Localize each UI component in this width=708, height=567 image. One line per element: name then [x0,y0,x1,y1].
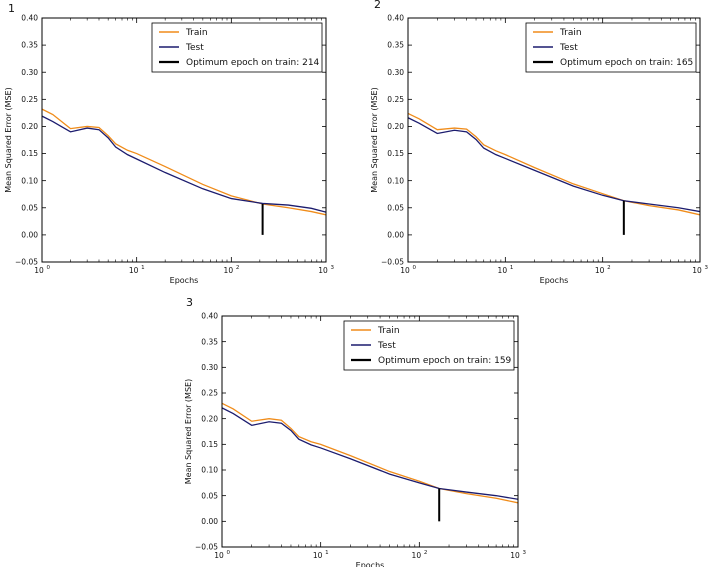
legend-entry: Test [185,43,204,53]
x-tick-label: 10 [400,266,410,275]
y-tick-label: 0.05 [387,203,404,212]
y-tick-label: 0.10 [387,176,404,185]
panel-label: 3 [186,296,193,309]
x-tick-exponent: 0 [47,265,51,271]
y-tick-label: 0.20 [201,414,218,423]
y-axis-label: Mean Squared Error (MSE) [370,87,379,192]
x-tick-exponent: 1 [325,550,329,556]
x-tick-label: 10 [510,551,520,560]
panel-label: 1 [8,2,15,15]
x-axis-label: Epochs [170,276,199,285]
legend-entry: Optimum epoch on train: 214 [186,58,320,68]
y-tick-label: 0.35 [21,41,38,50]
chart-panel-2: 2 0.40 0.35 0.30 0.25 0.20 0.15 0.10 0.05 0.00 −0.… [370,0,708,285]
x-tick-label: 10 [34,266,44,275]
legend-entry: Optimum epoch on train: 159 [378,356,512,366]
series-line-train [408,112,700,216]
legend-entry: Train [185,28,208,38]
x-tick-exponent: 0 [413,265,417,271]
y-tick-label: 0.20 [387,122,404,131]
y-tick-label: −0.05 [15,258,38,267]
x-tick-label: 10 [214,551,224,560]
y-tick-label: 0.15 [201,440,218,449]
y-tick-label: 0.10 [201,466,218,475]
plot-frame [41,17,327,263]
x-tick-exponent: 2 [607,265,611,271]
y-tick-label: 0.30 [21,68,38,77]
series-line-train [222,402,518,504]
y-tick-label: −0.05 [381,258,404,267]
x-tick-label: 10 [129,266,139,275]
chart-panel-1: 1 0.40 0.35 0.30 0.25 0.20 0.15 0.10 0.05 0.00 −0.… [4,2,335,285]
legend-box [343,320,515,371]
y-tick-label: 0.00 [201,517,218,526]
x-axis-label: Epochs [356,561,385,567]
y-tick-label: 0.00 [21,230,38,239]
legend-entry: Train [559,28,582,38]
y-tick-label: 0.15 [21,149,38,158]
plot-frame [407,17,701,263]
y-tick-label: 0.20 [21,122,38,131]
x-tick-exponent: 2 [424,550,428,556]
y-tick-label: 0.25 [387,95,404,104]
y-tick-label: 0.05 [201,491,218,500]
x-tick-exponent: 3 [331,265,335,271]
x-tick-exponent: 3 [705,265,708,271]
plot-frame [221,315,519,548]
x-tick-exponent: 1 [141,265,145,271]
y-tick-label: 0.35 [387,41,404,50]
x-tick-exponent: 0 [227,550,231,556]
x-tick-label: 10 [313,551,323,560]
x-tick-exponent: 2 [236,265,240,271]
x-tick-exponent: 3 [523,550,527,556]
series-line-train [42,108,326,216]
y-tick-label: 0.30 [201,363,218,372]
y-tick-label: −0.05 [195,543,218,552]
y-tick-label: 0.25 [21,95,38,104]
x-tick-label: 10 [498,266,508,275]
y-tick-label: 0.40 [201,312,218,321]
y-tick-label: 0.05 [21,203,38,212]
legend-entry: Test [377,341,396,351]
y-tick-label: 0.10 [21,176,38,185]
y-tick-label: 0.30 [387,68,404,77]
x-tick-label: 10 [595,266,605,275]
legend-box [151,22,323,73]
y-tick-label: 0.40 [21,14,38,23]
y-tick-label: 0.25 [201,389,218,398]
y-tick-label: 0.40 [387,14,404,23]
x-axis-label: Epochs [540,276,569,285]
legend-box [525,22,697,73]
legend-entry: Optimum epoch on train: 165 [560,58,693,68]
series-line-test [222,407,518,500]
legend-entry: Train [377,326,400,336]
x-tick-label: 10 [318,266,328,275]
chart-panel-3: 3 0.40 0.35 0.30 0.25 0.20 0.15 0.10 0.05 0.00 −0.… [184,296,527,567]
x-tick-label: 10 [224,266,234,275]
series-line-test [42,115,326,213]
legend-entry: Test [559,43,578,53]
x-tick-exponent: 1 [510,265,514,271]
y-axis-label: Mean Squared Error (MSE) [184,379,193,484]
panel-label: 2 [374,0,381,11]
x-tick-label: 10 [692,266,702,275]
y-tick-label: 0.00 [387,230,404,239]
y-tick-label: 0.15 [387,149,404,158]
x-tick-label: 10 [412,551,422,560]
y-tick-label: 0.35 [201,337,218,346]
series-line-test [408,117,700,213]
y-axis-label: Mean Squared Error (MSE) [4,87,13,192]
